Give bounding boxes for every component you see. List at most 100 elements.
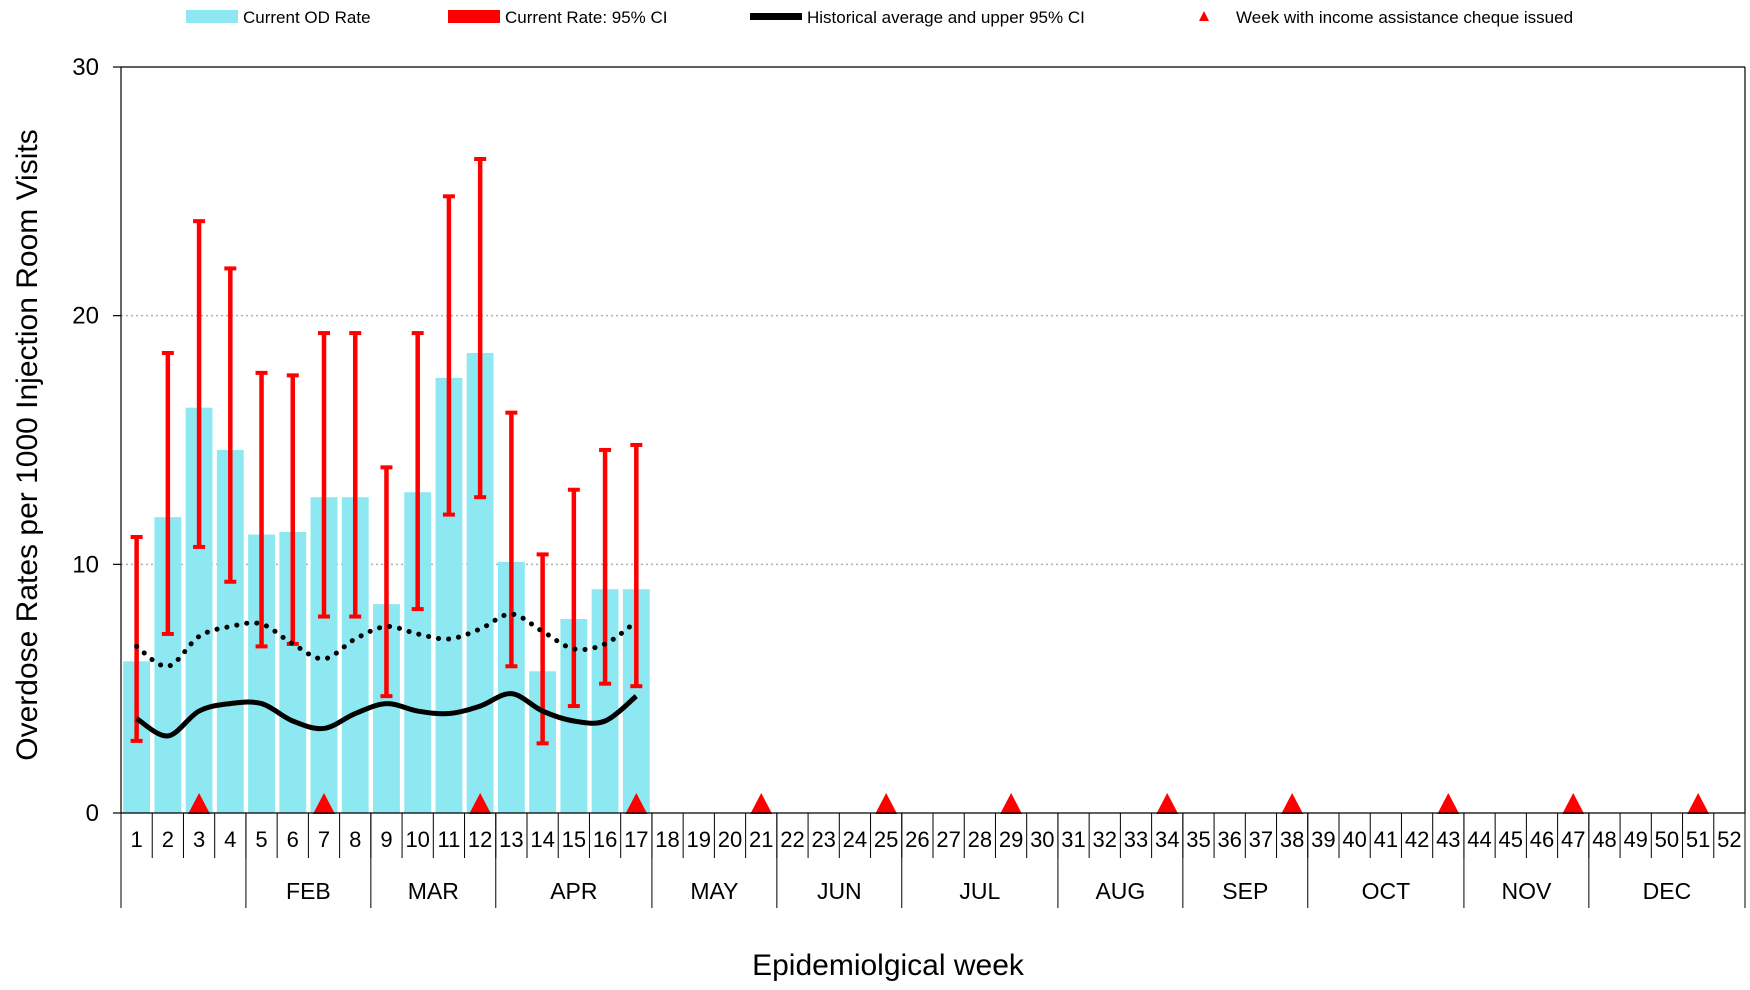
week-tick-label: 9: [380, 827, 392, 852]
cheque-marker: [750, 793, 773, 814]
legend-label-historical: Historical average and upper 95% CI: [807, 8, 1085, 27]
y-axis-title: Overdose Rates per 1000 Injection Room V…: [11, 129, 44, 760]
ci-error-bar: [255, 370, 268, 649]
ci-error-bar: [411, 331, 424, 612]
y-tick-label: 20: [72, 303, 99, 330]
legend-label-od-rate: Current OD Rate: [243, 8, 371, 27]
cheque-marker: [1562, 793, 1585, 814]
ci-error-bar: [161, 350, 174, 636]
week-tick-label: 24: [843, 827, 867, 852]
ci-error-bars: [130, 157, 643, 746]
week-tick-label: 45: [1499, 827, 1523, 852]
week-tick-label: 17: [624, 827, 648, 852]
ci-error-bar: [380, 465, 393, 699]
week-tick-label: 22: [780, 827, 804, 852]
week-tick-label: 32: [1093, 827, 1117, 852]
week-tick-label: 11: [438, 827, 461, 852]
week-tick-label: 23: [811, 827, 835, 852]
week-tick-label: 19: [687, 827, 711, 852]
cheque-marker: [875, 793, 898, 814]
week-tick-label: 10: [405, 827, 429, 852]
ci-error-bar: [630, 442, 643, 689]
week-tick-label: 15: [562, 827, 586, 852]
month-label: MAR: [408, 878, 459, 904]
week-tick-label: 8: [349, 827, 361, 852]
ci-error-bar: [193, 219, 206, 549]
month-label: AUG: [1095, 878, 1145, 904]
week-tick-label: 40: [1342, 827, 1366, 852]
week-tick-label: 12: [468, 827, 492, 852]
month-label: OCT: [1362, 878, 1411, 904]
week-tick-label: 29: [999, 827, 1023, 852]
legend-marker-cheque: [1199, 11, 1209, 21]
month-labels: FEB MAR APR MAY JUN JUL AUG SEP OCT NOV DEC: [120, 813, 1746, 908]
ci-error-bar: [130, 534, 143, 743]
y-tick-label: 10: [72, 551, 99, 578]
month-label: DEC: [1643, 878, 1692, 904]
week-tick-label: 5: [255, 827, 267, 852]
month-label: FEB: [286, 878, 331, 904]
week-tick-label: 28: [968, 827, 992, 852]
cheque-marker: [188, 793, 211, 814]
month-label: NOV: [1501, 878, 1552, 904]
week-tick-label: 1: [130, 827, 142, 852]
week-tick-label: 35: [1186, 827, 1210, 852]
week-tick-label: 36: [1217, 827, 1241, 852]
week-tick-label: 39: [1311, 827, 1335, 852]
x-axis-title: Epidemiolgical week: [752, 949, 1025, 982]
cheque-markers: [188, 793, 1710, 814]
ci-error-bar: [349, 331, 362, 619]
month-label: MAY: [690, 878, 738, 904]
week-tick-label: 37: [1249, 827, 1273, 852]
gridlines: [121, 314, 1745, 566]
week-tick-label: 51: [1686, 827, 1710, 852]
week-tick-label: 44: [1467, 827, 1491, 852]
y-tick-labels: 0 10 20 30: [72, 54, 121, 827]
week-tick-label: 42: [1405, 827, 1429, 852]
od-rate-bars: [123, 352, 650, 813]
legend-swatch-od-rate: [186, 10, 238, 23]
week-tick-label: 21: [749, 827, 773, 852]
ci-error-bar: [318, 331, 330, 619]
week-tick-label: 13: [499, 827, 523, 852]
y-tick-label: 0: [86, 800, 99, 827]
week-tick-label: 3: [193, 827, 205, 852]
week-tick-label: 52: [1717, 827, 1741, 852]
ci-error-bar: [474, 157, 487, 500]
legend-label-cheque: Week with income assistance cheque issue…: [1236, 8, 1573, 27]
cheque-marker: [1281, 793, 1304, 814]
cheque-marker: [1156, 793, 1179, 814]
historical-lines: [134, 611, 639, 739]
week-tick-label: 6: [287, 827, 299, 852]
legend: Current OD Rate Current Rate: 95% CI His…: [186, 8, 1573, 27]
legend-swatch-historical: [750, 13, 802, 20]
week-tick-label: 48: [1592, 827, 1616, 852]
cheque-marker: [1000, 793, 1023, 814]
legend-label-ci: Current Rate: 95% CI: [505, 8, 668, 27]
legend-swatch-ci: [448, 10, 500, 23]
week-tick-label: 34: [1155, 827, 1179, 852]
cheque-marker: [313, 793, 335, 814]
ci-error-bar: [224, 266, 237, 584]
month-label: JUN: [817, 878, 862, 904]
week-tick-label: 38: [1280, 827, 1304, 852]
week-tick-label: 46: [1530, 827, 1554, 852]
week-tick-label: 18: [655, 827, 679, 852]
cheque-marker: [1437, 793, 1460, 814]
month-label: APR: [550, 878, 597, 904]
month-label: JUL: [959, 878, 1000, 904]
week-tick-label: 41: [1374, 827, 1398, 852]
x-tick-labels: 1 2 3 4 5 6 7 8 9 10 11 12 13 14 15 16 17 18 19 20 21 22 23 24 2…: [120, 813, 1746, 858]
week-tick-label: 4: [224, 827, 236, 852]
week-tick-label: 33: [1124, 827, 1148, 852]
cheque-marker: [625, 793, 648, 814]
week-tick-label: 47: [1561, 827, 1585, 852]
week-tick-label: 43: [1436, 827, 1460, 852]
week-tick-label: 20: [718, 827, 742, 852]
week-tick-label: 31: [1061, 827, 1085, 852]
week-tick-label: 16: [593, 827, 617, 852]
week-tick-label: 27: [936, 827, 960, 852]
week-tick-label: 49: [1623, 827, 1647, 852]
ci-error-bar: [442, 194, 455, 517]
